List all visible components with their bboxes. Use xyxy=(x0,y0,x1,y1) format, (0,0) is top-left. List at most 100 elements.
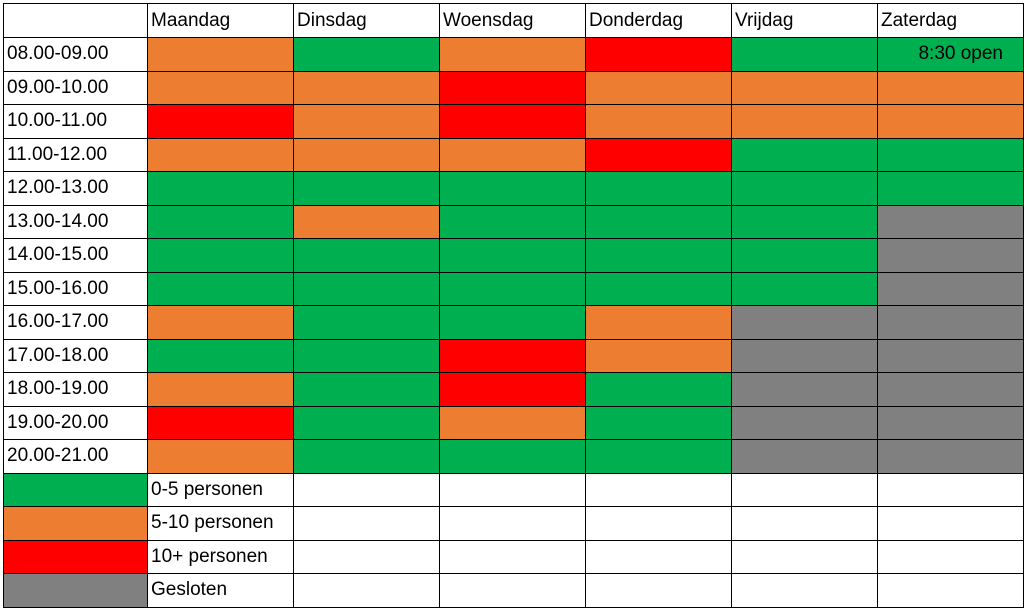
legend-swatch xyxy=(3,506,148,541)
time-row: 11.00-12.00 xyxy=(3,137,1024,172)
occupancy-cell xyxy=(877,104,1024,139)
occupancy-cell xyxy=(585,405,732,440)
empty-cell xyxy=(439,573,586,608)
time-row: 18.00-19.00 xyxy=(3,372,1024,407)
time-label: 13.00-14.00 xyxy=(3,204,148,239)
day-header: Zaterdag xyxy=(877,3,1024,38)
occupancy-cell xyxy=(147,70,294,105)
occupancy-cell xyxy=(731,70,878,105)
occupancy-cell xyxy=(877,204,1024,239)
day-header: Donderdag xyxy=(585,3,732,38)
occupancy-cell xyxy=(439,171,586,206)
time-row: 17.00-18.00 xyxy=(3,338,1024,373)
time-label: 10.00-11.00 xyxy=(3,104,148,139)
occupancy-cell xyxy=(877,439,1024,474)
occupancy-cell xyxy=(293,405,440,440)
header-row: Maandag Dinsdag Woensdag Donderdag Vrijdag Za… xyxy=(3,3,1024,38)
occupancy-cell xyxy=(293,70,440,105)
legend-label: 10+ personen xyxy=(147,539,294,574)
legend-swatch xyxy=(3,573,148,608)
occupancy-cell xyxy=(731,271,878,306)
occupancy-cell xyxy=(147,405,294,440)
occupancy-cell xyxy=(585,238,732,273)
day-header: Dinsdag xyxy=(293,3,440,38)
legend-swatch xyxy=(3,472,148,507)
occupancy-cell xyxy=(147,204,294,239)
schedule: Maandag Dinsdag Woensdag Donderdag Vrijdag Za… xyxy=(3,3,1024,608)
time-row: 16.00-17.00 xyxy=(3,305,1024,340)
occupancy-cell xyxy=(877,405,1024,440)
occupancy-cell xyxy=(439,305,586,340)
time-label: 20.00-21.00 xyxy=(3,439,148,474)
time-label: 18.00-19.00 xyxy=(3,372,148,407)
occupancy-cell xyxy=(731,37,878,72)
time-label: 14.00-15.00 xyxy=(3,238,148,273)
occupancy-cell xyxy=(293,238,440,273)
empty-cell xyxy=(877,472,1024,507)
occupancy-cell xyxy=(293,137,440,172)
occupancy-cell xyxy=(731,171,878,206)
empty-cell xyxy=(877,539,1024,574)
occupancy-cell xyxy=(731,405,878,440)
occupancy-cell xyxy=(585,137,732,172)
occupancy-cell xyxy=(147,305,294,340)
empty-cell xyxy=(585,539,732,574)
occupancy-cell xyxy=(293,171,440,206)
time-label: 11.00-12.00 xyxy=(3,137,148,172)
time-label: 08.00-09.00 xyxy=(3,37,148,72)
occupancy-cell xyxy=(585,338,732,373)
time-label: 19.00-20.00 xyxy=(3,405,148,440)
empty-cell xyxy=(439,472,586,507)
occupancy-cell xyxy=(293,439,440,474)
occupancy-cell xyxy=(147,238,294,273)
empty-cell xyxy=(877,506,1024,541)
legend-row: 5-10 personen xyxy=(3,506,1024,541)
occupancy-cell xyxy=(877,305,1024,340)
occupancy-cell xyxy=(147,37,294,72)
occupancy-cell xyxy=(147,271,294,306)
occupancy-cell xyxy=(293,37,440,72)
time-row: 14.00-15.00 xyxy=(3,238,1024,273)
occupancy-cell xyxy=(731,204,878,239)
occupancy-cell xyxy=(731,104,878,139)
empty-cell xyxy=(439,539,586,574)
legend-swatch xyxy=(3,539,148,574)
legend-row: Gesloten xyxy=(3,573,1024,608)
empty-cell xyxy=(731,506,878,541)
occupancy-cell xyxy=(439,104,586,139)
occupancy-cell xyxy=(147,171,294,206)
day-header: Woensdag xyxy=(439,3,586,38)
occupancy-cell xyxy=(439,204,586,239)
occupancy-cell xyxy=(877,271,1024,306)
time-row: 10.00-11.00 xyxy=(3,104,1024,139)
occupancy-cell xyxy=(585,171,732,206)
occupancy-cell xyxy=(585,70,732,105)
time-row: 19.00-20.00 xyxy=(3,405,1024,440)
occupancy-cell xyxy=(731,137,878,172)
occupancy-cell xyxy=(731,439,878,474)
occupancy-cell xyxy=(147,372,294,407)
occupancy-cell xyxy=(877,171,1024,206)
empty-cell xyxy=(731,539,878,574)
occupancy-cell xyxy=(585,104,732,139)
legend-label: 0-5 personen xyxy=(147,472,294,507)
occupancy-cell xyxy=(439,372,586,407)
occupancy-cell xyxy=(439,338,586,373)
empty-cell xyxy=(731,472,878,507)
empty-cell xyxy=(439,506,586,541)
occupancy-cell xyxy=(293,338,440,373)
occupancy-cell xyxy=(439,137,586,172)
occupancy-cell xyxy=(731,238,878,273)
time-label: 16.00-17.00 xyxy=(3,305,148,340)
occupancy-cell xyxy=(731,338,878,373)
occupancy-cell xyxy=(877,238,1024,273)
occupancy-cell xyxy=(293,271,440,306)
occupancy-cell xyxy=(293,372,440,407)
time-row: 08.00-09.00 8:30 open xyxy=(3,37,1024,72)
occupancy-cell: 8:30 open xyxy=(877,37,1024,72)
occupancy-cell xyxy=(877,372,1024,407)
occupancy-cell xyxy=(439,439,586,474)
time-row: 20.00-21.00 xyxy=(3,439,1024,474)
legend-row: 0-5 personen xyxy=(3,472,1024,507)
empty-cell xyxy=(293,573,440,608)
